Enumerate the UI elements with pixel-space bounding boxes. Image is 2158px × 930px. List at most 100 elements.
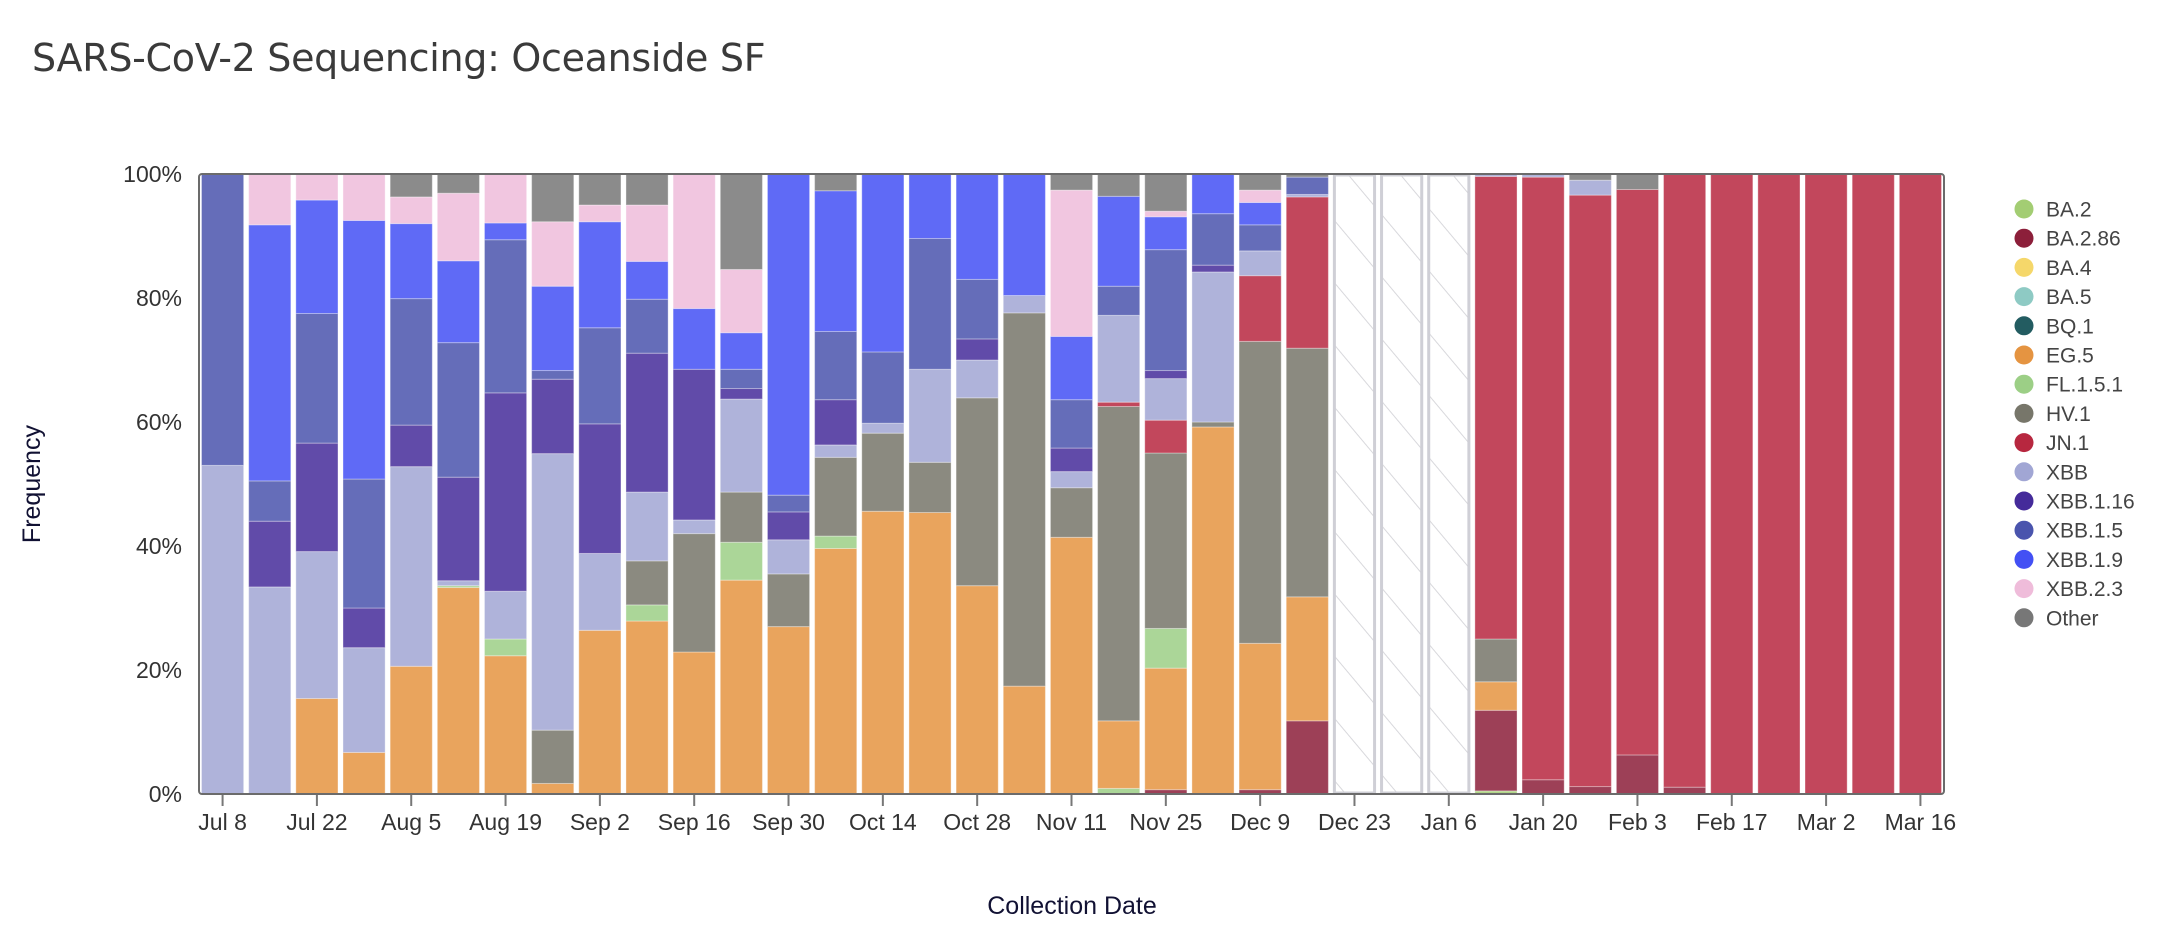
bar-segment-xbb[interactable] xyxy=(625,491,669,562)
bar-segment-xbb-1-16[interactable] xyxy=(1144,370,1188,380)
bar-segment-xbb-1-9[interactable] xyxy=(1097,195,1141,287)
bar-segment-eg-5[interactable] xyxy=(814,547,858,795)
bar-week[interactable] xyxy=(342,173,386,795)
bar-segment-eg-5[interactable] xyxy=(672,651,716,795)
bar-segment-xbb-1-9[interactable] xyxy=(436,260,480,344)
bar-segment-hv-1[interactable] xyxy=(1474,638,1518,683)
bar-segment-xbb-1-9[interactable] xyxy=(719,332,763,370)
bar-segment-other[interactable] xyxy=(578,173,622,206)
bar-week[interactable] xyxy=(483,173,528,795)
bar-segment-xbb-1-16[interactable] xyxy=(1191,264,1235,273)
bar-segment-eg-5[interactable] xyxy=(295,698,339,795)
bar-segment-hv-1[interactable] xyxy=(814,456,858,537)
bar-segment-xbb-1-5[interactable] xyxy=(248,480,292,522)
bar-segment-other[interactable] xyxy=(1049,173,1094,191)
legend-item[interactable]: XBB.1.5 xyxy=(2014,520,2124,543)
bar-segment-xbb-1-5[interactable] xyxy=(436,342,480,478)
bar-segment-ba-2-86[interactable] xyxy=(1615,754,1660,795)
bar-segment-xbb-1-5[interactable] xyxy=(766,494,811,513)
legend-item[interactable]: XBB.1.9 xyxy=(2014,549,2124,572)
bar-segment-xbb-1-5[interactable] xyxy=(342,478,386,609)
bar-segment-eg-5[interactable] xyxy=(719,579,763,795)
legend-item[interactable]: HV.1 xyxy=(2014,403,2091,426)
bar-segment-xbb[interactable] xyxy=(1002,295,1046,314)
bar-segment-fl-1-5-1[interactable] xyxy=(1144,627,1188,669)
bar-week[interactable] xyxy=(1898,173,1943,795)
bar-segment-eg-5[interactable] xyxy=(908,512,952,795)
bar-segment-fl-1-5-1[interactable] xyxy=(625,604,669,622)
bar-segment-xbb[interactable] xyxy=(908,368,952,463)
legend-item[interactable]: Other xyxy=(2014,607,2099,630)
bar-segment-xbb-1-5[interactable] xyxy=(625,298,669,354)
bar-week[interactable] xyxy=(672,173,716,795)
bar-segment-eg-5[interactable] xyxy=(955,585,999,795)
bar-segment-xbb[interactable] xyxy=(295,551,339,700)
bar-segment-xbb[interactable] xyxy=(248,586,292,795)
bar-segment-other[interactable] xyxy=(531,173,575,223)
bar-segment-eg-5[interactable] xyxy=(389,665,433,795)
bar-segment-jn-1[interactable] xyxy=(1474,175,1518,640)
bar-segment-xbb-1-16[interactable] xyxy=(1049,447,1094,473)
bar-segment-hv-1[interactable] xyxy=(1049,487,1094,538)
bar-segment-xbb-1-5[interactable] xyxy=(201,173,245,466)
legend-item[interactable]: XBB.2.3 xyxy=(2014,578,2124,601)
bar-week[interactable] xyxy=(1757,173,1801,795)
bar-week[interactable] xyxy=(1710,173,1754,795)
bar-segment-xbb-1-5[interactable] xyxy=(1238,224,1282,252)
bar-segment-xbb[interactable] xyxy=(766,539,811,575)
bar-segment-fl-1-5-1[interactable] xyxy=(719,541,763,581)
bar-segment-xbb-1-9[interactable] xyxy=(1002,173,1046,297)
bar-segment-other[interactable] xyxy=(1615,173,1660,190)
bar-segment-hv-1[interactable] xyxy=(672,533,716,653)
bar-segment-xbb-2-3[interactable] xyxy=(248,173,292,226)
bar-segment-xbb-1-16[interactable] xyxy=(436,476,480,582)
bar-segment-xbb-1-9[interactable] xyxy=(1238,202,1282,226)
bar-segment-xbb-1-5[interactable] xyxy=(1144,249,1188,372)
bar-segment-jn-1[interactable] xyxy=(1615,189,1660,756)
bar-segment-xbb-1-9[interactable] xyxy=(814,190,858,332)
bar-segment-jn-1[interactable] xyxy=(1898,173,1943,795)
legend-item[interactable]: EG.5 xyxy=(2014,345,2094,368)
bar-segment-hv-1[interactable] xyxy=(531,729,575,784)
bar-segment-xbb-1-5[interactable] xyxy=(861,351,905,424)
bar-segment-ba-2-86[interactable] xyxy=(1285,720,1329,795)
bar-segment-fl-1-5-1[interactable] xyxy=(483,638,528,657)
bar-segment-hv-1[interactable] xyxy=(955,397,999,587)
bar-segment-xbb[interactable] xyxy=(389,466,433,667)
bar-segment-xbb-1-9[interactable] xyxy=(908,173,952,239)
bar-segment-jn-1[interactable] xyxy=(1521,176,1565,781)
bar-segment-xbb-1-9[interactable] xyxy=(295,199,339,314)
bar-week[interactable] xyxy=(1002,173,1046,795)
bar-segment-jn-1[interactable] xyxy=(1663,173,1707,788)
bar-segment-xbb-2-3[interactable] xyxy=(389,196,433,225)
bar-week[interactable] xyxy=(201,173,245,795)
bar-week[interactable] xyxy=(1191,173,1235,795)
bar-segment-jn-1[interactable] xyxy=(1144,419,1188,454)
legend-item[interactable]: BQ.1 xyxy=(2014,315,2094,338)
bar-segment-xbb-1-16[interactable] xyxy=(483,392,528,592)
bar-segment-hv-1[interactable] xyxy=(1191,421,1235,428)
bar-segment-ba-2-86[interactable] xyxy=(1474,709,1518,792)
bar-segment-xbb-2-3[interactable] xyxy=(1238,189,1282,204)
bar-segment-jn-1[interactable] xyxy=(1710,173,1754,795)
bar-segment-xbb-1-9[interactable] xyxy=(766,173,811,496)
bar-segment-jn-1[interactable] xyxy=(1804,173,1848,795)
bar-week[interactable] xyxy=(1238,173,1282,795)
bar-segment-other[interactable] xyxy=(436,173,480,194)
bar-segment-xbb-1-9[interactable] xyxy=(342,220,386,480)
bar-segment-xbb-1-5[interactable] xyxy=(1097,285,1141,316)
bar-segment-xbb[interactable] xyxy=(814,444,858,458)
bar-segment-hv-1[interactable] xyxy=(1002,312,1046,687)
bar-segment-xbb-2-3[interactable] xyxy=(1049,189,1094,337)
bar-week[interactable] xyxy=(1144,173,1188,795)
bar-segment-xbb-1-16[interactable] xyxy=(766,511,811,541)
legend-item[interactable]: XBB xyxy=(2014,461,2089,484)
bar-segment-xbb-1-9[interactable] xyxy=(672,308,716,370)
bar-segment-xbb-1-5[interactable] xyxy=(389,298,433,426)
bar-segment-xbb-1-9[interactable] xyxy=(1049,335,1094,401)
bar-week[interactable] xyxy=(766,173,811,795)
bar-segment-xbb-1-9[interactable] xyxy=(578,221,622,329)
bar-segment-eg-5[interactable] xyxy=(436,587,480,795)
bar-segment-xbb[interactable] xyxy=(531,453,575,731)
legend-item[interactable]: JN.1 xyxy=(2014,432,2090,455)
